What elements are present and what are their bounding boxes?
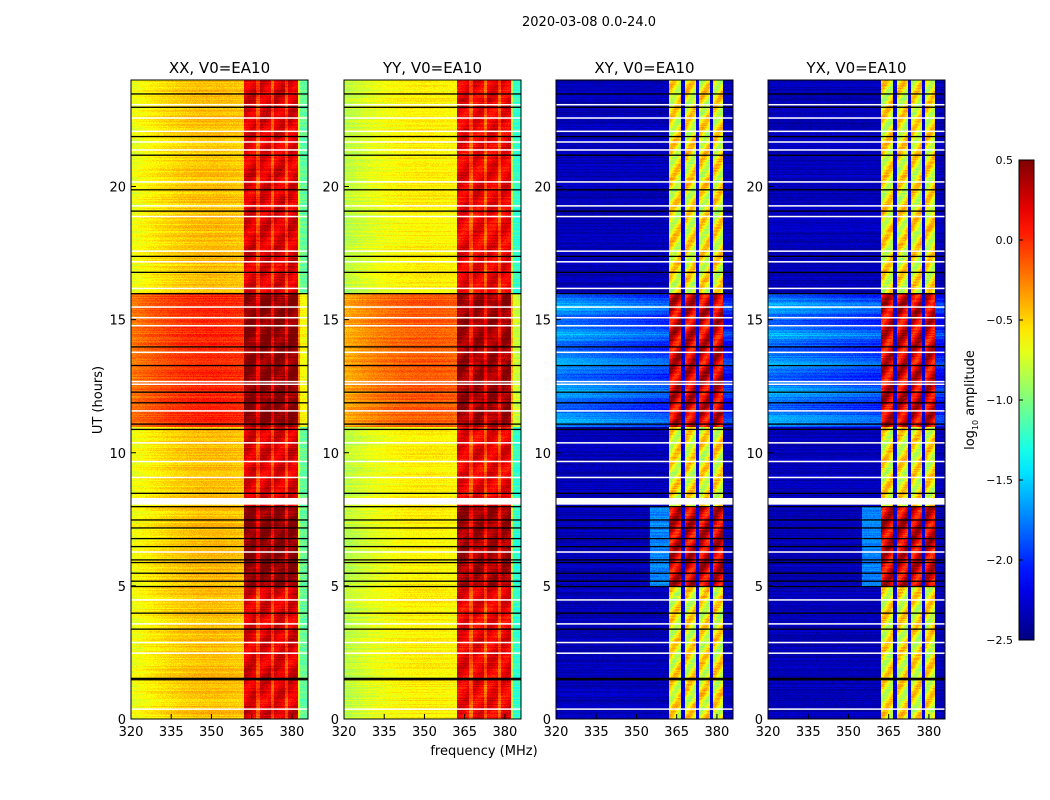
x-tick-label: 365 bbox=[876, 725, 901, 740]
figure-suptitle: 2020-03-08 0.0-24.0 bbox=[522, 15, 656, 30]
panel-title: XX, V0=EA10 bbox=[169, 59, 270, 77]
colorbar-tick-label: 0.0 bbox=[996, 234, 1014, 247]
x-tick-label: 350 bbox=[624, 725, 649, 740]
y-tick-label: 20 bbox=[534, 181, 551, 196]
y-tick-label: 15 bbox=[746, 314, 763, 329]
x-tick-label: 380 bbox=[704, 725, 729, 740]
y-tick-label: 20 bbox=[109, 181, 126, 196]
x-tick-label: 335 bbox=[584, 725, 609, 740]
y-tick-label: 20 bbox=[746, 181, 763, 196]
y-tick-label: 10 bbox=[109, 447, 126, 462]
colorbar-tick-label: −1.0 bbox=[986, 394, 1013, 407]
x-tick-label: 335 bbox=[796, 725, 821, 740]
x-tick-label: 350 bbox=[199, 725, 224, 740]
panel-title: YX, V0=EA10 bbox=[805, 59, 906, 77]
colorbar-label-rest: amplitude bbox=[963, 350, 978, 420]
x-tick-label: 320 bbox=[119, 725, 144, 740]
y-tick-label: 10 bbox=[746, 447, 763, 462]
x-tick-label: 365 bbox=[452, 725, 477, 740]
heatmap-yx bbox=[768, 80, 945, 719]
x-tick-label: 380 bbox=[492, 725, 517, 740]
panel-title: YY, V0=EA10 bbox=[382, 59, 482, 77]
colorbar-tick-label: −0.5 bbox=[986, 314, 1013, 327]
y-tick-label: 0 bbox=[118, 713, 126, 728]
axes-frame bbox=[767, 79, 946, 720]
y-tick-label: 5 bbox=[331, 580, 339, 595]
x-tick-label: 380 bbox=[279, 725, 304, 740]
heatmap-xy bbox=[556, 80, 733, 719]
chart-marks: XX, V0=EA10 320 335 350 365 380 0 5 10 15 20 YY, V0… bbox=[109, 59, 1035, 740]
x-tick-label: 335 bbox=[372, 725, 397, 740]
x-tick-label: 365 bbox=[239, 725, 264, 740]
x-tick-label: 320 bbox=[332, 725, 357, 740]
x-axis-label: frequency (MHz) bbox=[430, 744, 537, 759]
x-tick-label: 320 bbox=[544, 725, 569, 740]
colorbar-label-sub: 10 bbox=[971, 420, 980, 430]
y-tick-label: 5 bbox=[755, 580, 763, 595]
y-tick-label: 10 bbox=[534, 447, 551, 462]
heatmap-xx bbox=[131, 80, 308, 719]
y-tick-label: 0 bbox=[331, 713, 339, 728]
x-tick-label: 335 bbox=[159, 725, 184, 740]
y-tick-label: 10 bbox=[322, 447, 339, 462]
x-tick-label: 380 bbox=[916, 725, 941, 740]
y-tick-label: 0 bbox=[543, 713, 551, 728]
axes-frame bbox=[130, 79, 309, 720]
colorbar-label-main: log bbox=[963, 430, 978, 450]
colorbar-tick-label: 0.5 bbox=[996, 154, 1014, 167]
y-tick-label: 5 bbox=[543, 580, 551, 595]
colorbar-tick-label: −1.5 bbox=[986, 474, 1013, 487]
x-tick-label: 350 bbox=[836, 725, 861, 740]
colorbar-label: log10 amplitude bbox=[963, 350, 980, 450]
y-tick-label: 15 bbox=[534, 314, 551, 329]
y-tick-label: 5 bbox=[118, 580, 126, 595]
heatmap-yy bbox=[344, 80, 521, 719]
y-tick-label: 15 bbox=[322, 314, 339, 329]
panel-title: XY, V0=EA10 bbox=[594, 59, 694, 77]
y-tick-label: 20 bbox=[322, 181, 339, 196]
colorbar-tick-label: −2.5 bbox=[986, 634, 1013, 647]
y-axis-label: UT (hours) bbox=[91, 366, 106, 434]
y-tick-label: 15 bbox=[109, 314, 126, 329]
axes-frame bbox=[343, 79, 522, 720]
colorbar-tick-label: −2.0 bbox=[986, 554, 1013, 567]
y-tick-label: 0 bbox=[755, 713, 763, 728]
axes-frame bbox=[555, 79, 734, 720]
x-tick-label: 350 bbox=[412, 725, 437, 740]
x-tick-label: 365 bbox=[664, 725, 689, 740]
x-tick-label: 320 bbox=[756, 725, 781, 740]
